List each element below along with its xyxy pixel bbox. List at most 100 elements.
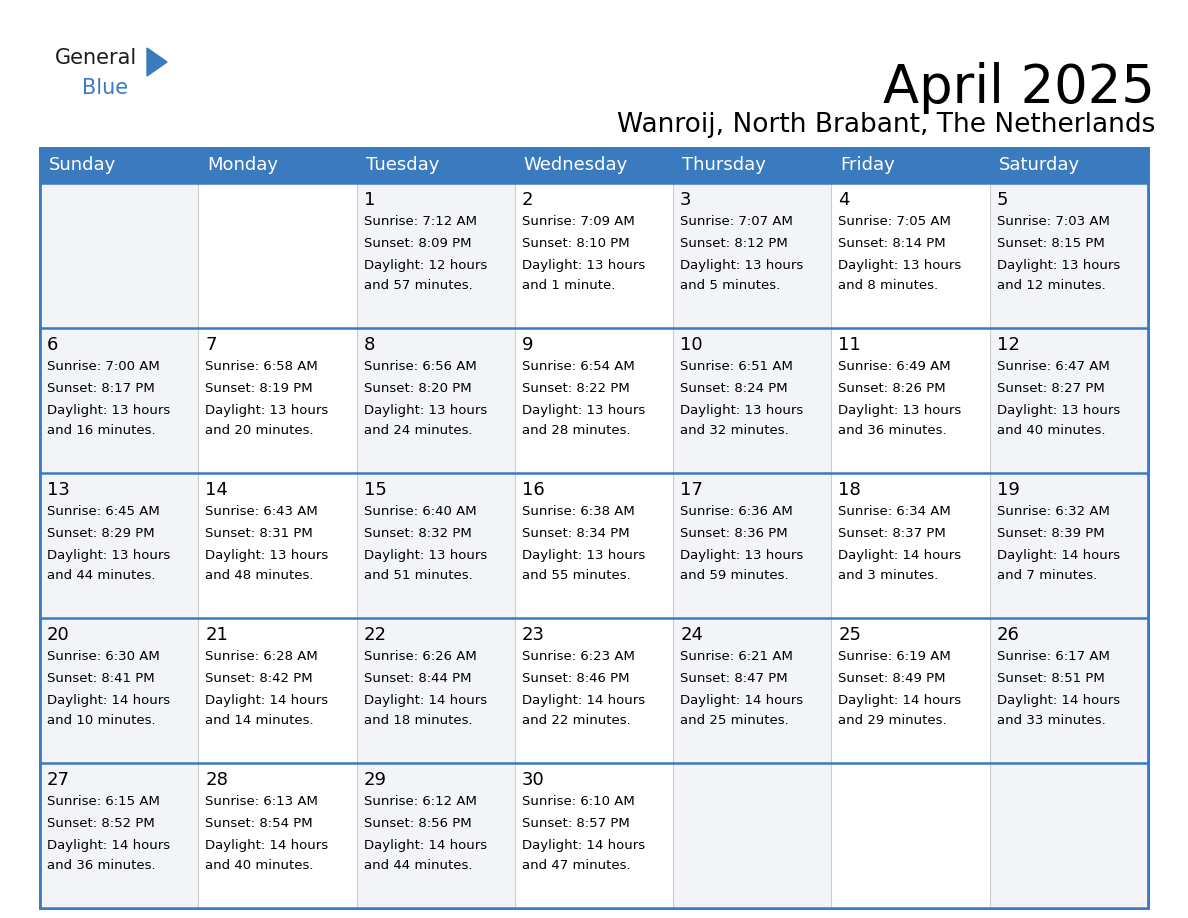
Text: and 48 minutes.: and 48 minutes. xyxy=(206,569,314,582)
Text: Daylight: 14 hours: Daylight: 14 hours xyxy=(48,839,170,852)
Text: and 55 minutes.: and 55 minutes. xyxy=(522,569,631,582)
Text: Sunset: 8:19 PM: Sunset: 8:19 PM xyxy=(206,382,312,395)
Bar xyxy=(40,473,198,618)
Bar xyxy=(40,763,198,908)
Text: Wanroij, North Brabant, The Netherlands: Wanroij, North Brabant, The Netherlands xyxy=(617,112,1155,138)
Text: Daylight: 14 hours: Daylight: 14 hours xyxy=(206,694,328,707)
Text: Sunrise: 7:05 AM: Sunrise: 7:05 AM xyxy=(839,215,952,228)
Text: 4: 4 xyxy=(839,191,849,209)
Text: Tuesday: Tuesday xyxy=(366,156,438,174)
Text: Sunrise: 6:56 AM: Sunrise: 6:56 AM xyxy=(364,360,476,373)
Bar xyxy=(356,473,514,618)
Text: Daylight: 13 hours: Daylight: 13 hours xyxy=(206,404,329,417)
Bar xyxy=(674,328,832,473)
Bar xyxy=(40,148,198,183)
Text: Sunset: 8:51 PM: Sunset: 8:51 PM xyxy=(997,672,1105,685)
Text: Sunrise: 6:21 AM: Sunrise: 6:21 AM xyxy=(681,650,794,663)
Bar xyxy=(674,618,832,763)
Text: Saturday: Saturday xyxy=(999,156,1080,174)
Text: Sunrise: 6:23 AM: Sunrise: 6:23 AM xyxy=(522,650,634,663)
Bar xyxy=(356,148,514,183)
Text: Sunrise: 6:26 AM: Sunrise: 6:26 AM xyxy=(364,650,476,663)
Text: Sunset: 8:52 PM: Sunset: 8:52 PM xyxy=(48,817,154,830)
Text: Sunrise: 6:49 AM: Sunrise: 6:49 AM xyxy=(839,360,952,373)
Text: Daylight: 14 hours: Daylight: 14 hours xyxy=(522,694,645,707)
Text: 8: 8 xyxy=(364,336,375,354)
Text: Sunrise: 6:28 AM: Sunrise: 6:28 AM xyxy=(206,650,318,663)
Text: Sunset: 8:20 PM: Sunset: 8:20 PM xyxy=(364,382,472,395)
Text: and 1 minute.: and 1 minute. xyxy=(522,279,615,292)
Bar xyxy=(832,148,990,183)
Text: and 3 minutes.: and 3 minutes. xyxy=(839,569,939,582)
Text: Daylight: 14 hours: Daylight: 14 hours xyxy=(839,694,961,707)
Bar xyxy=(990,618,1148,763)
Text: Sunrise: 6:58 AM: Sunrise: 6:58 AM xyxy=(206,360,318,373)
Text: and 16 minutes.: and 16 minutes. xyxy=(48,424,156,437)
Text: Sunrise: 7:03 AM: Sunrise: 7:03 AM xyxy=(997,215,1110,228)
Text: and 5 minutes.: and 5 minutes. xyxy=(681,279,781,292)
Text: 18: 18 xyxy=(839,481,861,499)
Text: Thursday: Thursday xyxy=(682,156,766,174)
Bar xyxy=(990,148,1148,183)
Text: 1: 1 xyxy=(364,191,375,209)
Bar xyxy=(514,183,674,328)
Bar xyxy=(356,763,514,908)
Text: and 24 minutes.: and 24 minutes. xyxy=(364,424,472,437)
Bar xyxy=(832,183,990,328)
Text: Sunset: 8:26 PM: Sunset: 8:26 PM xyxy=(839,382,946,395)
Text: Sunset: 8:15 PM: Sunset: 8:15 PM xyxy=(997,237,1105,250)
Text: Sunrise: 6:54 AM: Sunrise: 6:54 AM xyxy=(522,360,634,373)
Bar xyxy=(674,183,832,328)
Text: Sunset: 8:27 PM: Sunset: 8:27 PM xyxy=(997,382,1105,395)
Bar xyxy=(674,763,832,908)
Text: 29: 29 xyxy=(364,771,386,789)
Text: 28: 28 xyxy=(206,771,228,789)
Text: Daylight: 14 hours: Daylight: 14 hours xyxy=(364,694,487,707)
Text: 27: 27 xyxy=(48,771,70,789)
Text: 5: 5 xyxy=(997,191,1009,209)
Text: Sunset: 8:44 PM: Sunset: 8:44 PM xyxy=(364,672,472,685)
Text: and 18 minutes.: and 18 minutes. xyxy=(364,714,472,727)
Text: Daylight: 13 hours: Daylight: 13 hours xyxy=(839,404,961,417)
Text: and 12 minutes.: and 12 minutes. xyxy=(997,279,1106,292)
Text: Sunset: 8:32 PM: Sunset: 8:32 PM xyxy=(364,527,472,540)
Text: 12: 12 xyxy=(997,336,1019,354)
Text: Sunrise: 6:15 AM: Sunrise: 6:15 AM xyxy=(48,795,160,808)
Text: 17: 17 xyxy=(681,481,703,499)
Bar xyxy=(198,148,356,183)
Text: 14: 14 xyxy=(206,481,228,499)
Text: 21: 21 xyxy=(206,626,228,644)
Text: Sunrise: 7:07 AM: Sunrise: 7:07 AM xyxy=(681,215,794,228)
Text: Daylight: 13 hours: Daylight: 13 hours xyxy=(681,404,803,417)
Text: Sunrise: 6:34 AM: Sunrise: 6:34 AM xyxy=(839,505,952,518)
Text: 11: 11 xyxy=(839,336,861,354)
Bar xyxy=(832,328,990,473)
Text: Friday: Friday xyxy=(840,156,896,174)
Text: Sunset: 8:46 PM: Sunset: 8:46 PM xyxy=(522,672,630,685)
Text: and 29 minutes.: and 29 minutes. xyxy=(839,714,947,727)
Text: Daylight: 13 hours: Daylight: 13 hours xyxy=(839,259,961,272)
Text: Daylight: 13 hours: Daylight: 13 hours xyxy=(681,549,803,562)
Bar xyxy=(674,473,832,618)
Text: Sunset: 8:24 PM: Sunset: 8:24 PM xyxy=(681,382,788,395)
Text: Sunrise: 6:32 AM: Sunrise: 6:32 AM xyxy=(997,505,1110,518)
Bar xyxy=(514,148,674,183)
Text: Daylight: 14 hours: Daylight: 14 hours xyxy=(997,549,1120,562)
Bar xyxy=(514,328,674,473)
Text: Sunset: 8:09 PM: Sunset: 8:09 PM xyxy=(364,237,472,250)
Text: 13: 13 xyxy=(48,481,70,499)
Text: and 40 minutes.: and 40 minutes. xyxy=(206,859,314,872)
Bar xyxy=(356,618,514,763)
Text: 26: 26 xyxy=(997,626,1019,644)
Text: Sunrise: 6:13 AM: Sunrise: 6:13 AM xyxy=(206,795,318,808)
Text: Sunrise: 7:09 AM: Sunrise: 7:09 AM xyxy=(522,215,634,228)
Text: Daylight: 13 hours: Daylight: 13 hours xyxy=(681,259,803,272)
Text: Daylight: 13 hours: Daylight: 13 hours xyxy=(522,549,645,562)
Text: Sunset: 8:41 PM: Sunset: 8:41 PM xyxy=(48,672,154,685)
Bar xyxy=(198,473,356,618)
Text: 22: 22 xyxy=(364,626,386,644)
Text: Sunset: 8:54 PM: Sunset: 8:54 PM xyxy=(206,817,312,830)
Text: 20: 20 xyxy=(48,626,70,644)
Text: Sunrise: 6:36 AM: Sunrise: 6:36 AM xyxy=(681,505,792,518)
Bar xyxy=(990,473,1148,618)
